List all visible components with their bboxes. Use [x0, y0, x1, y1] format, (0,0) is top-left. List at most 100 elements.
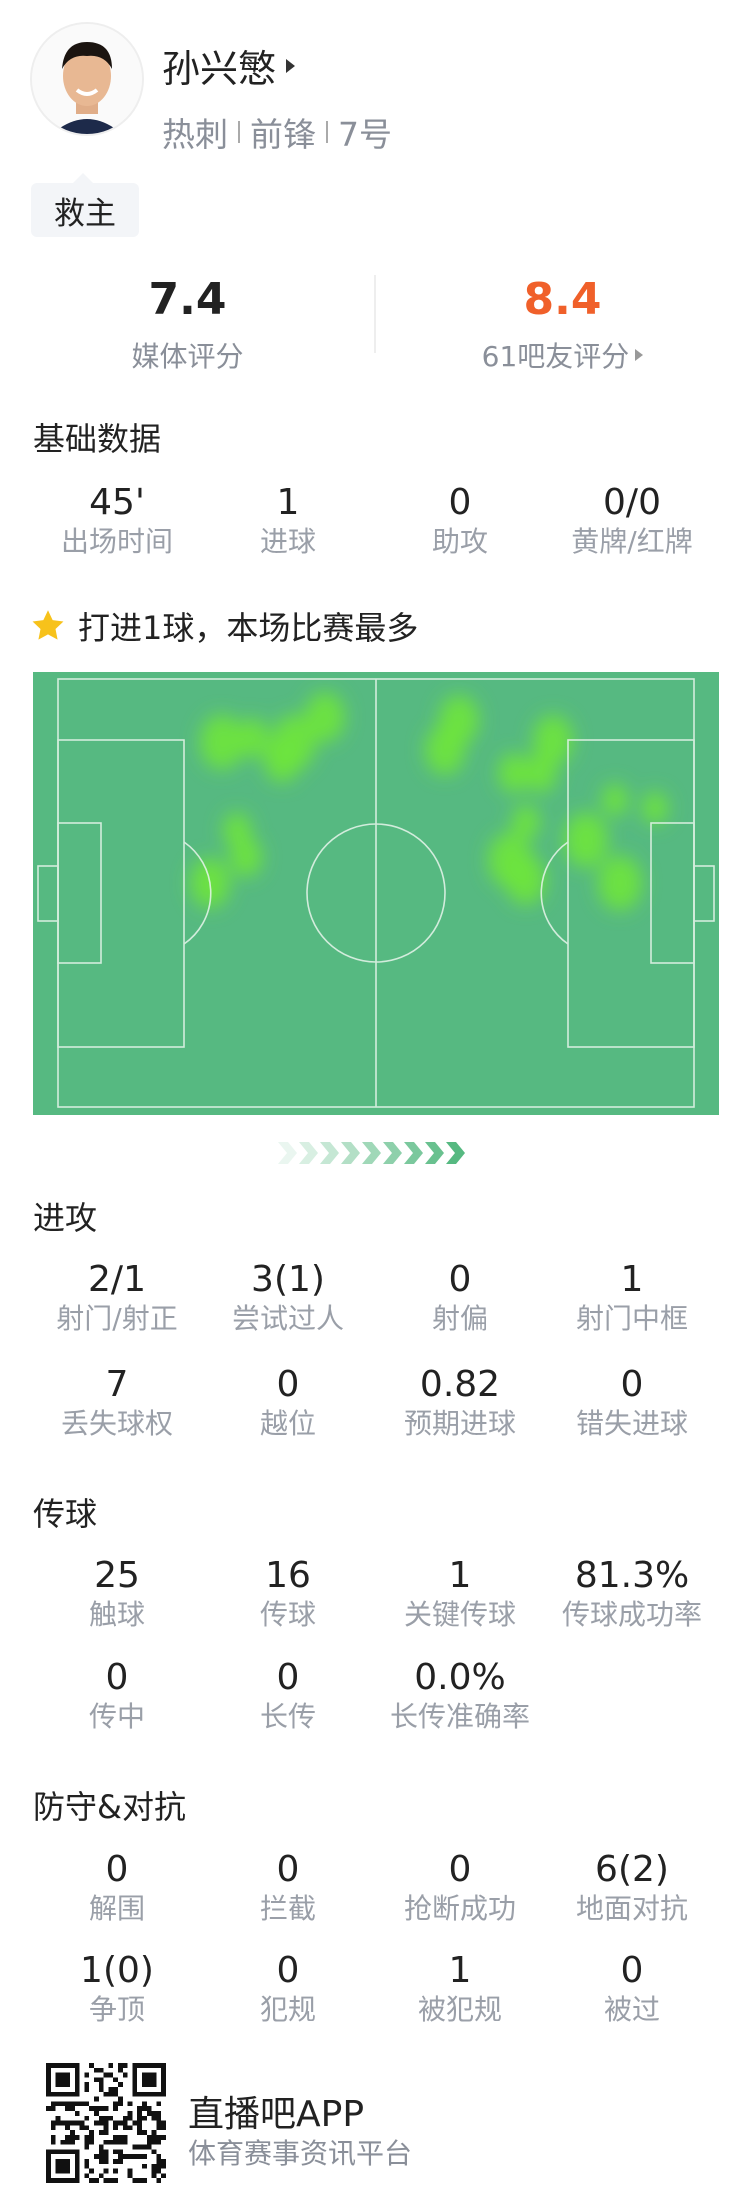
- stat-label: 进球: [259, 525, 316, 558]
- chevron-arrows-right-icon: [278, 1142, 465, 1164]
- fan-rating[interactable]: 8.4 61吧友评分: [375, 274, 750, 375]
- stat-value: 0: [276, 1657, 300, 1698]
- pitch-lines: [37, 678, 715, 1108]
- stat-value: 0: [276, 1849, 300, 1890]
- stat-label: 关键传球: [403, 1598, 516, 1631]
- avatar-face-icon: [32, 24, 142, 134]
- player-avatar[interactable]: [30, 22, 144, 136]
- stat-value: 3(1): [251, 1259, 325, 1300]
- stat-label: 拦截: [259, 1892, 316, 1925]
- chevron-icon: [446, 1142, 465, 1164]
- stat-passing: 0 传中: [17, 1658, 217, 1734]
- stat-label: 长传: [259, 1700, 316, 1733]
- stat-label: 传中: [88, 1700, 145, 1733]
- stat-basic: 1 进球: [188, 483, 388, 559]
- stat-value: 0: [448, 1259, 472, 1300]
- media-rating-value: 7.4: [148, 274, 227, 325]
- stat-label: 长传准确率: [389, 1700, 530, 1733]
- divider: [238, 121, 240, 143]
- stat-attack: 3(1) 尝试过人: [188, 1260, 388, 1336]
- stat-passing: 0 长传: [188, 1658, 388, 1734]
- heat-blob: [200, 714, 244, 770]
- stat-basic: 0/0 黄牌/红牌: [532, 483, 732, 559]
- stat-defense: 0 被过: [532, 1951, 732, 2027]
- player-team: 热刺: [162, 115, 228, 154]
- heat-blob: [533, 715, 573, 765]
- stat-passing: 16 传球: [188, 1556, 388, 1632]
- stat-defense: 0 抢断成功: [360, 1850, 560, 1926]
- stat-defense: 0 犯规: [188, 1951, 388, 2027]
- chevron-icon: [278, 1142, 297, 1164]
- chevron-icon: [425, 1142, 444, 1164]
- stat-label: 射偏: [431, 1302, 488, 1335]
- stat-value: 1: [276, 482, 300, 523]
- player-name-link[interactable]: 孙兴慜: [162, 38, 296, 93]
- stat-value: 2/1: [88, 1259, 146, 1300]
- fan-rating-label: 61吧友评分: [481, 340, 630, 373]
- stat-value: 25: [94, 1555, 140, 1596]
- stat-passing: 0.0% 长传准确率: [360, 1658, 560, 1734]
- stat-label: 触球: [88, 1598, 145, 1631]
- stat-defense: 1(0) 争顶: [17, 1951, 217, 2027]
- app-tagline: 体育赛事资讯平台: [188, 2137, 413, 2170]
- stat-label: 错失进球: [575, 1407, 688, 1440]
- stat-value: 0: [448, 1849, 472, 1890]
- stat-label: 出场时间: [60, 525, 173, 558]
- stat-value: 0.0%: [414, 1657, 506, 1698]
- stat-label: 射门中框: [575, 1302, 688, 1335]
- stat-value: 45': [89, 482, 145, 523]
- fan-rating-value: 8.4: [523, 274, 602, 325]
- stat-attack: 0.82 预期进球: [360, 1365, 560, 1441]
- stat-value: 1: [448, 1555, 472, 1596]
- attack-title: 进攻: [33, 1199, 98, 1237]
- highlight-line: 打进1球，本场比赛最多: [30, 603, 418, 649]
- star-icon: [32, 610, 64, 640]
- heat-blob: [564, 812, 608, 868]
- stat-label: 抢断成功: [403, 1892, 516, 1925]
- highlight-text: 打进1球，本场比赛最多: [78, 609, 419, 647]
- heat-blob: [305, 692, 345, 742]
- stat-attack: 0 射偏: [360, 1260, 560, 1336]
- chevron-icon: [341, 1142, 360, 1164]
- stat-label: 尝试过人: [231, 1302, 344, 1335]
- heatmap-svg: [37, 678, 715, 1108]
- heat-blob: [237, 718, 269, 758]
- stat-attack: 1 射门中框: [532, 1260, 732, 1336]
- stat-passing: 81.3% 传球成功率: [532, 1556, 732, 1632]
- media-rating-label: 媒体评分: [131, 340, 244, 373]
- stat-value: 0: [105, 1849, 129, 1890]
- stat-label: 被犯规: [417, 1993, 502, 2026]
- heat-blob: [602, 783, 628, 817]
- stat-label: 犯规: [259, 1993, 316, 2026]
- player-info: 热刺 前锋 7号: [162, 108, 392, 156]
- stat-label: 黄牌/红牌: [571, 525, 693, 558]
- stat-value: 0.82: [419, 1364, 501, 1405]
- stat-value: 6(2): [595, 1849, 669, 1890]
- stat-label: 被过: [603, 1993, 660, 2026]
- stat-value: 1: [448, 1950, 472, 1991]
- stat-label: 射门/射正: [56, 1302, 178, 1335]
- stat-label: 丢失球权: [60, 1407, 173, 1440]
- stat-label: 越位: [259, 1407, 316, 1440]
- caret-right-icon: [635, 349, 644, 361]
- chevron-icon: [299, 1142, 318, 1164]
- heat-blob: [598, 855, 642, 911]
- qr-code[interactable]: [46, 2063, 166, 2183]
- stat-value: 0: [448, 482, 472, 523]
- attack-direction: [278, 1138, 478, 1172]
- rating-divider: [374, 275, 376, 353]
- stat-defense: 6(2) 地面对抗: [532, 1850, 732, 1926]
- badge-label: 救主: [54, 195, 116, 232]
- chevron-icon: [320, 1142, 339, 1164]
- heat-blob: [230, 837, 262, 877]
- player-position: 前锋: [250, 115, 316, 154]
- app-name: 直播吧APP: [188, 2094, 365, 2135]
- stat-value: 1(0): [80, 1950, 154, 1991]
- heat-blob: [425, 725, 465, 775]
- defense-title: 防守&对抗: [33, 1788, 186, 1826]
- heat-blob: [642, 791, 668, 825]
- media-rating: 7.4 媒体评分: [0, 274, 375, 375]
- caret-right-icon: [286, 58, 296, 73]
- heat-blob: [506, 855, 546, 905]
- stat-value: 1: [620, 1259, 644, 1300]
